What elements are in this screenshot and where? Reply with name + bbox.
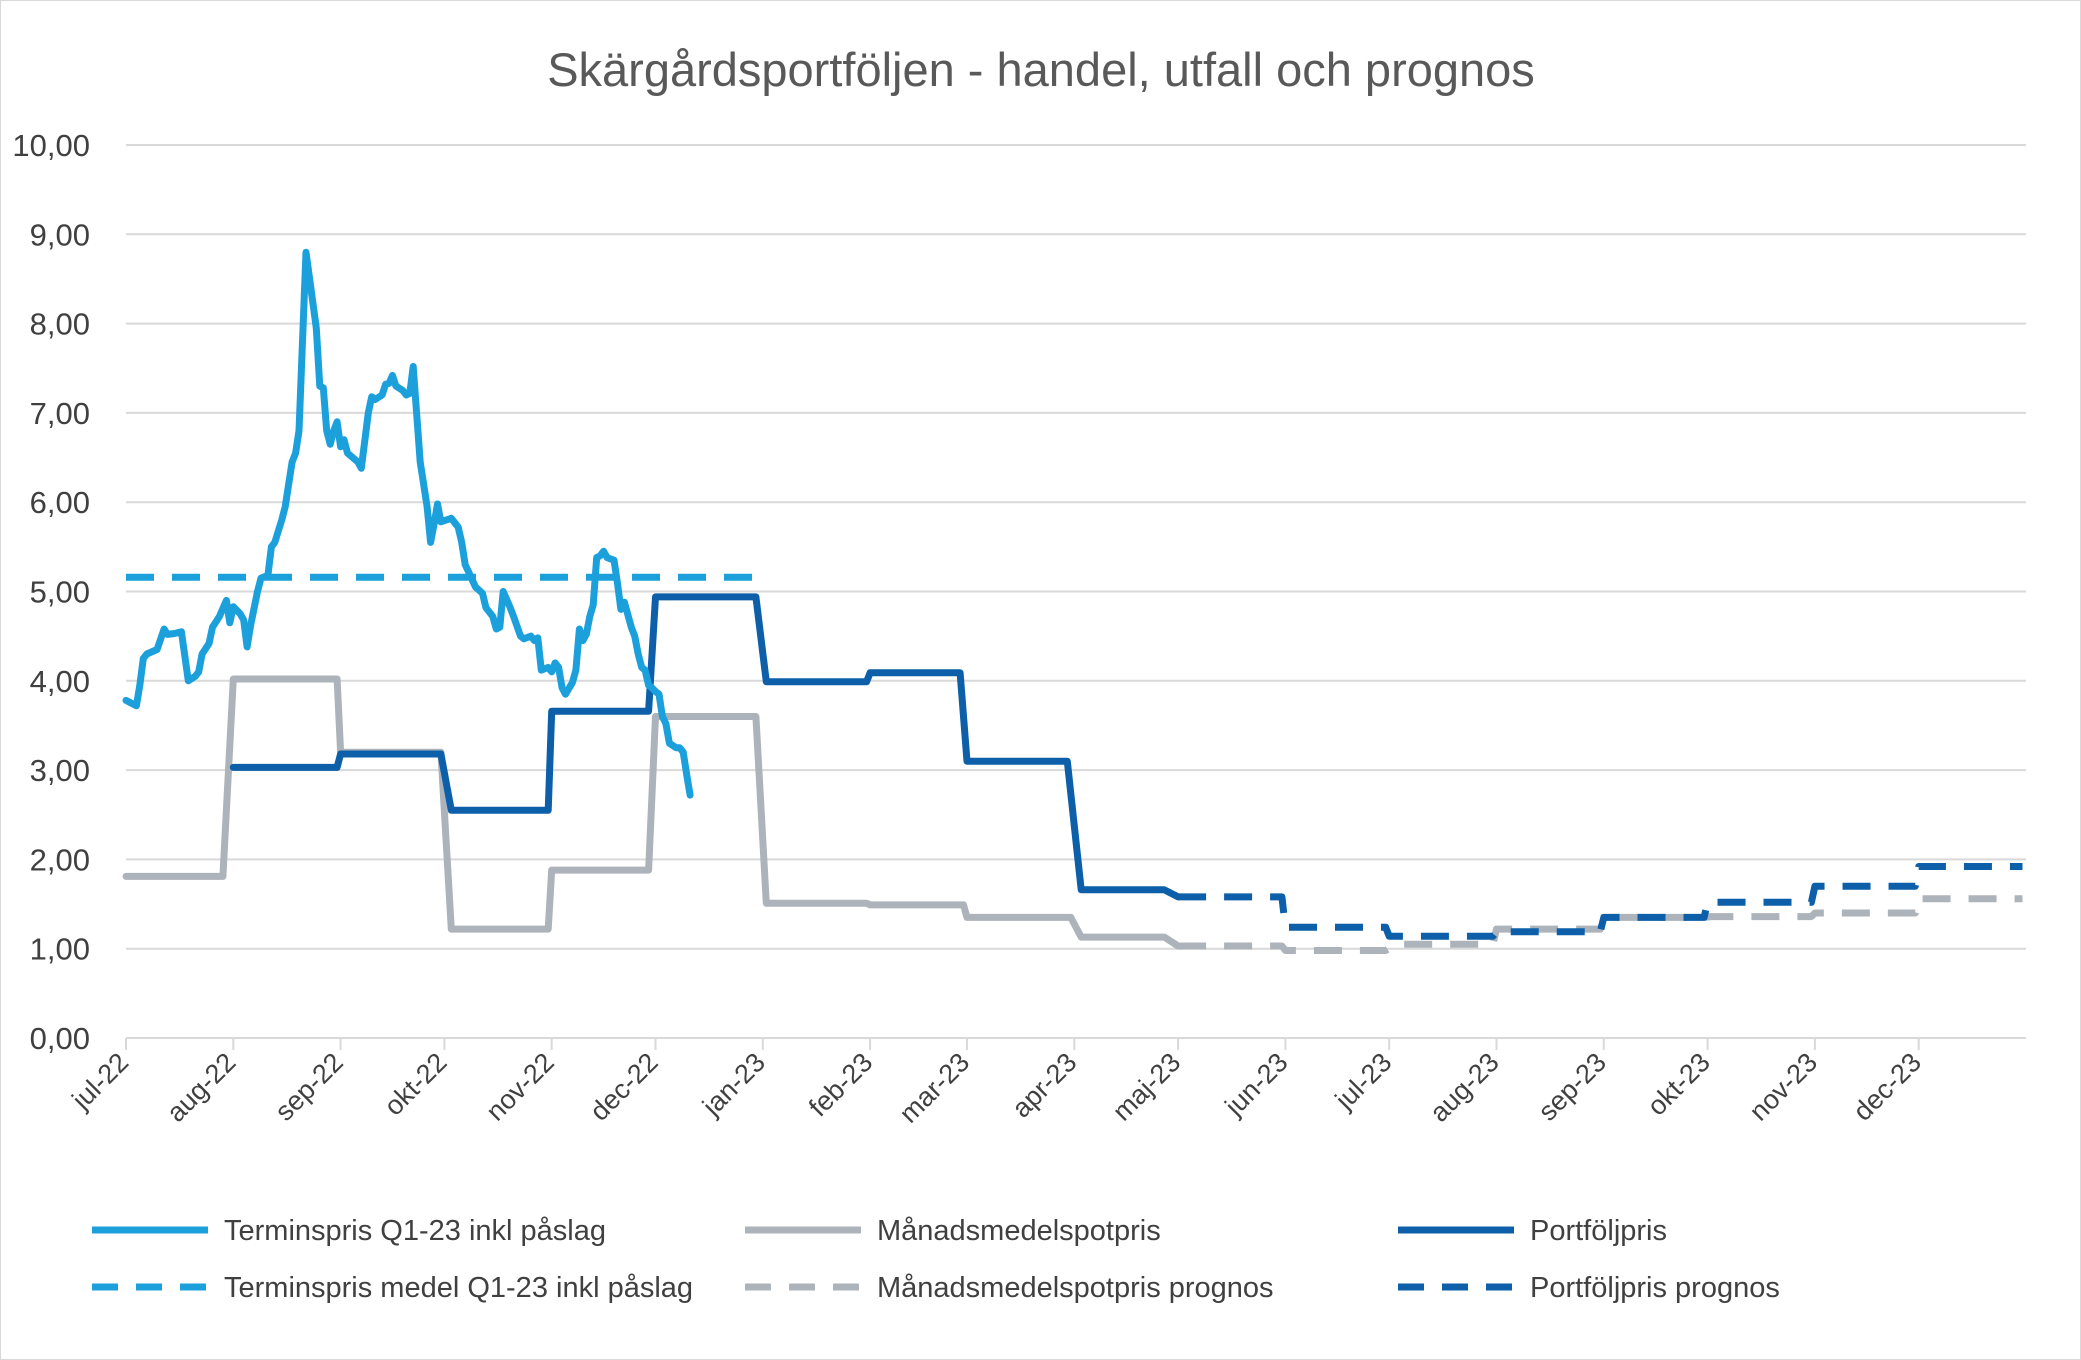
series-line (229, 593, 1182, 901)
legend-entry: Portföljpris prognos (1398, 1272, 1780, 1304)
y-tick-label: 0,00 (30, 1021, 90, 1056)
y-tick-label: 1,00 (30, 932, 90, 967)
legend-entry: Terminspris Q1-23 inkl påslag (92, 1215, 606, 1247)
y-tick-label: 7,00 (30, 396, 90, 431)
x-tick-label: okt-23 (1642, 1047, 1716, 1121)
legend-label: Terminspris Q1-23 inkl påslag (224, 1215, 606, 1247)
x-tick-label: dec-22 (584, 1047, 664, 1127)
y-tick-label: 4,00 (30, 664, 90, 699)
x-tick-label: aug-22 (161, 1047, 242, 1128)
x-tick-label: dec-23 (1847, 1047, 1927, 1127)
x-tick-label: maj-23 (1107, 1047, 1187, 1127)
series-line (1178, 895, 2023, 954)
legend-label: Månadsmedelspotpris (877, 1215, 1161, 1247)
legend-entry: Månadsmedelspotpris prognos (745, 1272, 1274, 1304)
legend-entry: Terminspris medel Q1-23 inkl påslag (92, 1272, 693, 1304)
x-tick-label: sep-22 (269, 1047, 349, 1127)
y-axis-tick-labels: 0,00 1,00 2,00 3,00 4,00 5,00 6,00 7,00 8,00 9,00… (12, 128, 90, 1056)
legend-entry: Månadsmedelspotpris (745, 1215, 1161, 1247)
x-tick-label: jan-23 (696, 1047, 771, 1122)
x-axis (125, 1037, 2026, 1050)
x-tick-label: nov-23 (1744, 1047, 1824, 1127)
x-tick-label: okt-22 (378, 1047, 452, 1121)
legend-label: Portföljpris prognos (1530, 1272, 1780, 1304)
y-tick-label: 2,00 (30, 842, 90, 877)
x-tick-label: apr-23 (1006, 1047, 1082, 1123)
x-tick-label: mar-23 (894, 1047, 976, 1129)
y-tick-label: 9,00 (30, 217, 90, 252)
y-tick-label: 5,00 (30, 575, 90, 610)
legend-label: Terminspris medel Q1-23 inkl påslag (224, 1272, 693, 1304)
x-tick-label: nov-22 (480, 1047, 560, 1127)
x-tick-label: feb-23 (803, 1047, 878, 1122)
x-tick-label: sep-23 (1532, 1047, 1612, 1127)
x-tick-label: jul-23 (1329, 1047, 1398, 1116)
y-tick-label: 10,00 (12, 128, 90, 163)
legend-label: Portföljpris (1530, 1215, 1667, 1247)
series-line (122, 248, 694, 799)
x-tick-label: jul-22 (66, 1047, 135, 1116)
plot-series (122, 248, 2023, 954)
legend-label: Månadsmedelspotpris prognos (877, 1272, 1274, 1304)
gridlines (126, 144, 2026, 950)
x-tick-label: aug-23 (1424, 1047, 1505, 1128)
legend-entry: Portföljpris (1398, 1215, 1667, 1247)
series-line (1178, 863, 2023, 940)
chart-title: Skärgårdsportföljen - handel, utfall och… (547, 43, 1535, 96)
series-line (122, 675, 1182, 950)
y-tick-label: 6,00 (30, 485, 90, 520)
x-tick-label: jun-23 (1219, 1047, 1294, 1122)
x-axis-tick-labels: jul-22 aug-22 sep-22 okt-22 nov-22 dec-22 jan-… (66, 1047, 1927, 1129)
legend: Terminspris Q1-23 inkl påslag Månadsmedel… (92, 1215, 1780, 1304)
y-tick-label: 8,00 (30, 307, 90, 342)
y-tick-label: 3,00 (30, 753, 90, 788)
